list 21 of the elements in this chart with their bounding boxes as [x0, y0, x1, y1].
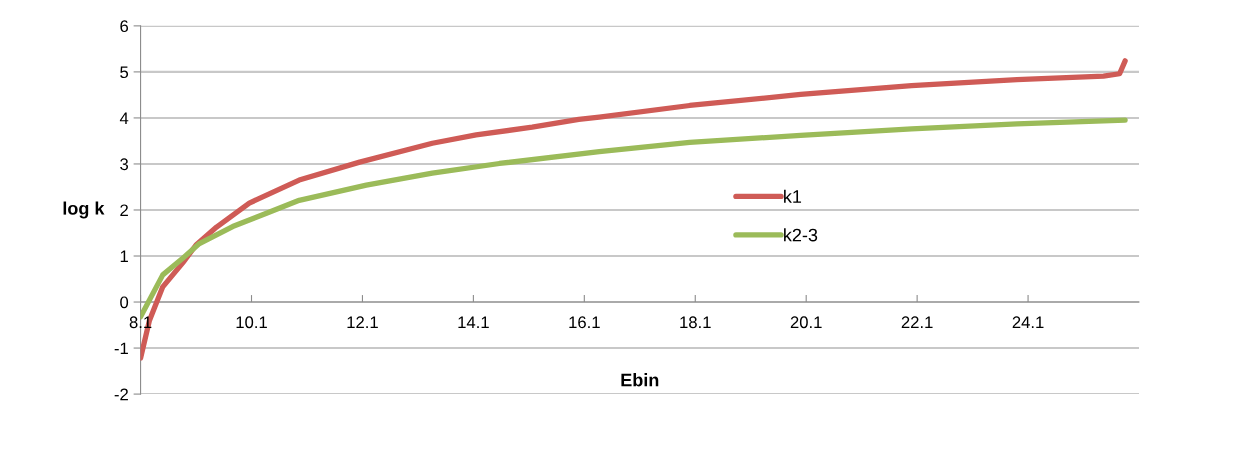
y-tick-label: -2: [114, 388, 128, 401]
y-tick-label: 5: [120, 66, 129, 79]
x-axis-title: Ebin: [621, 373, 659, 387]
x-tick-label: 18.1: [680, 316, 711, 329]
x-tick-label: 24.1: [1012, 316, 1044, 328]
y-tick-label: 6: [120, 20, 129, 33]
legend-label: k2-3: [784, 228, 818, 242]
x-tick-label: 12.1: [347, 316, 378, 328]
x-tick-label: 14.1: [458, 316, 489, 328]
y-tick-label: -1: [114, 342, 128, 355]
y-tick-label: 0: [120, 296, 129, 309]
y-tick-label: 2: [120, 204, 128, 217]
y-axis-title: log k: [63, 201, 105, 219]
x-tick-label: 10.1: [236, 316, 267, 329]
y-tick-label: 1: [120, 250, 128, 263]
x-tick-label: 16.1: [569, 316, 600, 329]
x-tick-label: 22.1: [901, 316, 933, 328]
legend-label: k1: [784, 189, 802, 203]
x-tick-label: 20.1: [790, 316, 822, 329]
y-tick-label: 3: [120, 158, 129, 171]
y-tick-label: 4: [119, 112, 129, 124]
